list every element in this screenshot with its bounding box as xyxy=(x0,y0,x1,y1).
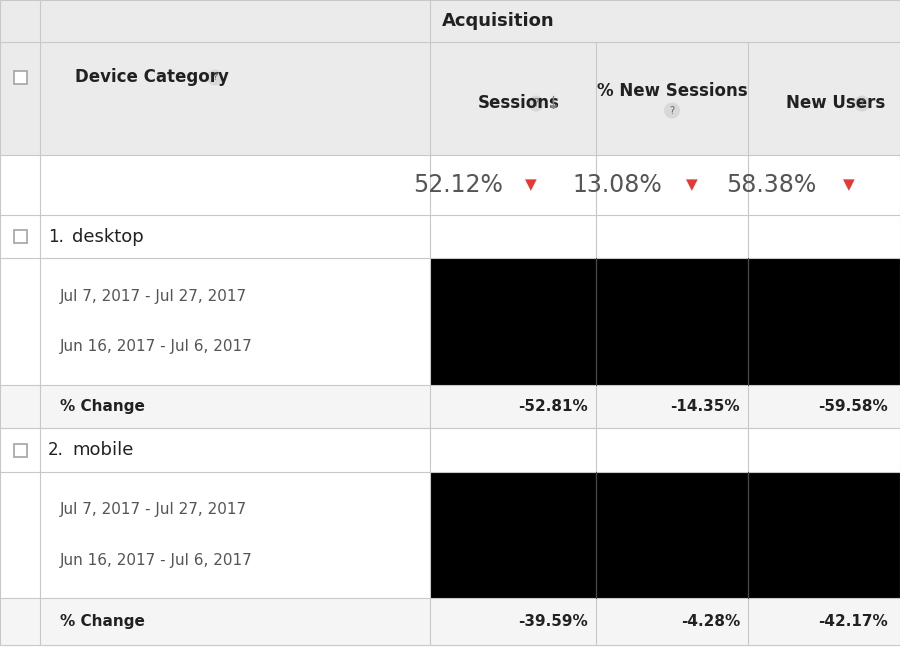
Text: Jun 16, 2017 - Jul 6, 2017: Jun 16, 2017 - Jul 6, 2017 xyxy=(60,339,253,354)
Bar xyxy=(0,0,900,42)
Circle shape xyxy=(207,70,223,86)
Text: 52.12%: 52.12% xyxy=(413,173,503,197)
Bar xyxy=(14,230,26,243)
Text: Jul 7, 2017 - Jul 27, 2017: Jul 7, 2017 - Jul 27, 2017 xyxy=(60,289,248,304)
Text: % Change: % Change xyxy=(60,614,145,629)
Bar xyxy=(430,472,900,598)
Bar xyxy=(0,385,900,428)
Text: New Users: New Users xyxy=(786,94,886,112)
Text: ↓: ↓ xyxy=(545,94,561,112)
Text: -14.35%: -14.35% xyxy=(670,399,740,414)
Text: mobile: mobile xyxy=(72,441,133,459)
Bar xyxy=(430,258,900,385)
Text: ▼: ▼ xyxy=(843,178,855,192)
Text: Jul 7, 2017 - Jul 27, 2017: Jul 7, 2017 - Jul 27, 2017 xyxy=(60,502,248,517)
Text: ?: ? xyxy=(212,72,218,82)
Bar xyxy=(0,215,900,258)
Bar xyxy=(0,598,900,645)
Text: ?: ? xyxy=(534,98,538,108)
Bar xyxy=(14,444,26,456)
Text: Acquisition: Acquisition xyxy=(442,12,554,30)
Text: Device Category: Device Category xyxy=(75,68,229,86)
Bar xyxy=(0,428,900,472)
Bar xyxy=(0,258,430,385)
Text: ▼: ▼ xyxy=(525,178,537,192)
Bar xyxy=(0,472,430,598)
Bar xyxy=(0,42,900,155)
Bar xyxy=(0,155,900,215)
Text: Jun 16, 2017 - Jul 6, 2017: Jun 16, 2017 - Jul 6, 2017 xyxy=(60,553,253,568)
Text: ▼: ▼ xyxy=(686,178,698,192)
Circle shape xyxy=(854,96,870,112)
Text: -39.59%: -39.59% xyxy=(518,614,588,629)
Bar xyxy=(14,71,26,84)
Text: -52.81%: -52.81% xyxy=(518,399,588,414)
Circle shape xyxy=(664,102,680,118)
Circle shape xyxy=(528,96,544,112)
Text: 58.38%: 58.38% xyxy=(725,173,816,197)
Text: -4.28%: -4.28% xyxy=(680,614,740,629)
Text: 2.: 2. xyxy=(48,441,64,459)
Text: -59.58%: -59.58% xyxy=(818,399,888,414)
Text: Sessions: Sessions xyxy=(478,94,560,112)
Text: 1.: 1. xyxy=(48,227,64,245)
Text: desktop: desktop xyxy=(72,227,144,245)
Text: % Change: % Change xyxy=(60,399,145,414)
Text: ?: ? xyxy=(860,98,865,108)
Text: 13.08%: 13.08% xyxy=(572,173,662,197)
Text: % New Sessions: % New Sessions xyxy=(597,82,747,100)
Text: ?: ? xyxy=(670,106,675,116)
Text: -42.17%: -42.17% xyxy=(818,614,888,629)
